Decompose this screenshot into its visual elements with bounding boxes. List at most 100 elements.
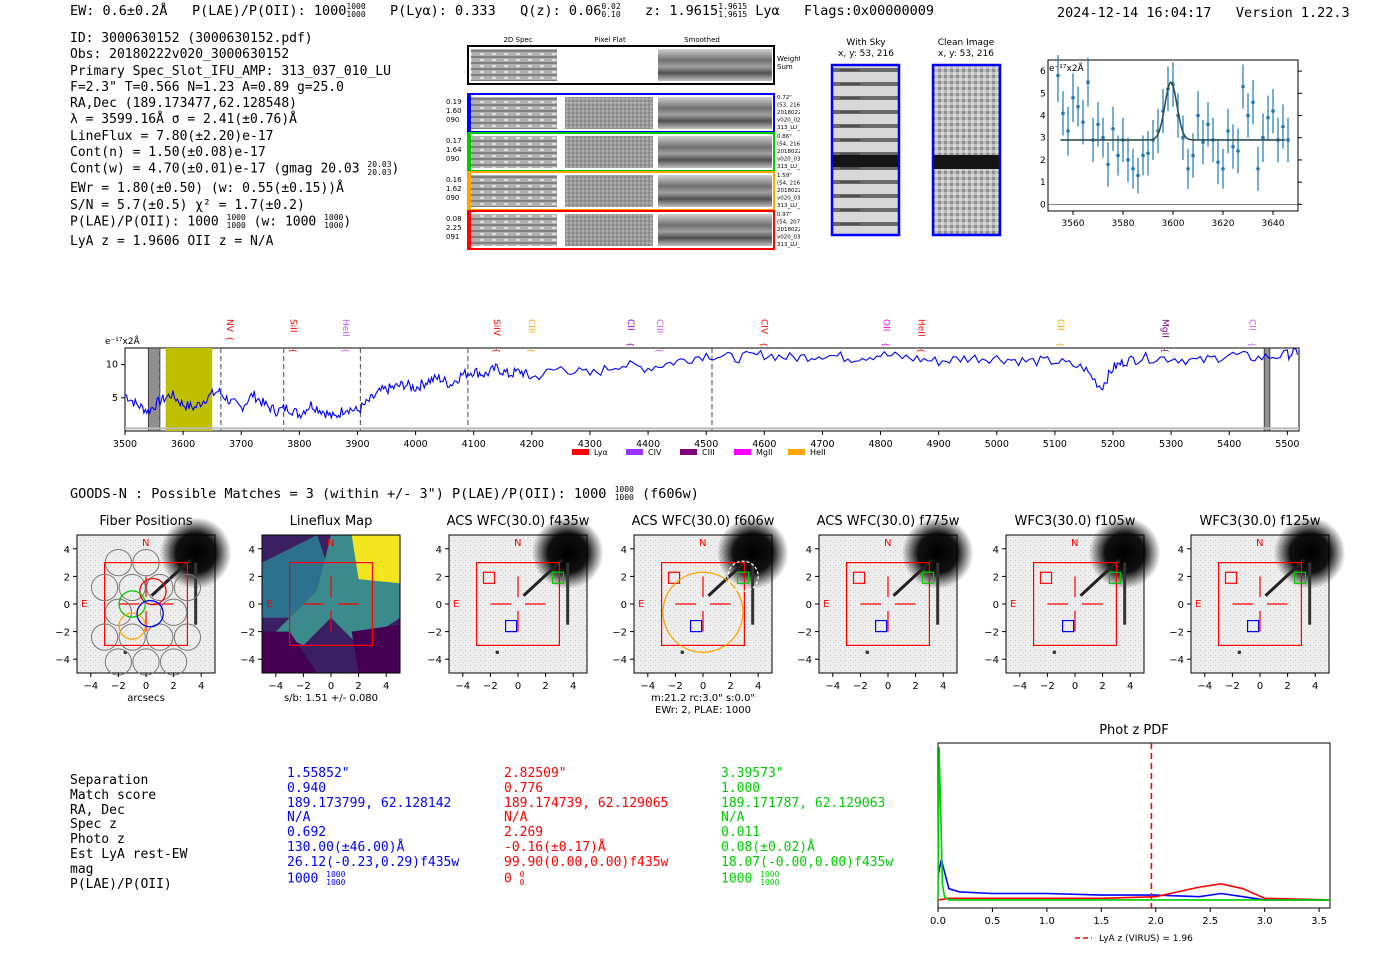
match-box-blue: [689, 619, 703, 633]
data-point: [1256, 167, 1260, 171]
x-tick-label: 3500: [113, 439, 137, 450]
search-box: [1032, 561, 1117, 647]
north-label: N: [327, 538, 334, 549]
cutout-row-meta: 313_LU_022: [777, 242, 800, 248]
y-tick-label: 4: [64, 545, 70, 556]
masked-region: [147, 347, 161, 432]
cutout-row-stat: 090: [446, 194, 459, 202]
x-tick-label: 4: [383, 681, 389, 692]
emission-line-label: NV: [224, 319, 234, 333]
gaussian-fit-curve: [1060, 81, 1286, 141]
catalog-title-text: GOODS-N : Possible Matches = 3 (within +…: [70, 486, 607, 502]
cutout-2d-spec: [471, 97, 557, 129]
with-sky-coords: x, y: 53, 216: [838, 49, 894, 59]
sb-label: s/b: 1.51 +/- 0.080: [284, 693, 378, 704]
clean-title: Clean Image: [937, 38, 995, 48]
x-tick-label: −2: [1040, 681, 1055, 692]
info-radec: RA,Dec (189.173477,62.128548): [70, 96, 297, 112]
lineflux-low: [262, 631, 318, 673]
cutout-row-meta: v020_03: [777, 235, 800, 241]
detection-info: ID: 3000630152 (3000630152.pdf) Obs: 201…: [70, 31, 399, 250]
north-label: N: [1256, 538, 1263, 549]
emission-line-label: HeII: [340, 319, 350, 337]
with-sky-title: With Sky: [846, 38, 886, 48]
y-tick-label: 2: [436, 572, 442, 583]
cutout-row-meta: 313_LU_023: [777, 203, 800, 209]
x-tick-label: 5200: [1101, 439, 1125, 450]
y-tick-label: −4: [240, 655, 255, 666]
match-value: 189.173799, 62.128142: [287, 795, 452, 811]
weighted-sum-label: WeightedSum: [777, 55, 800, 71]
cutout-row-stat: 0.08: [446, 215, 462, 223]
info-id: ID: 3000630152 (3000630152.pdf): [70, 31, 313, 46]
match-value: 0.940: [287, 780, 327, 796]
match-value: 18.07(-0.00,0.00)f435w: [721, 854, 894, 870]
x-tick-label: 2: [912, 681, 918, 692]
match-value: 1.000: [721, 780, 761, 796]
cutout-row-meta: (53, 216): [777, 103, 800, 109]
fiber-circle: [173, 623, 202, 651]
x-tick-label: 3700: [229, 439, 253, 450]
x-tick-label: 4300: [578, 439, 602, 450]
image-panel: Fiber Positions N E 4 2 0 −2 −4 −4 −2 0 2 4 arcsecs: [55, 514, 232, 704]
col-pixel-flat: Pixel Flat: [594, 36, 626, 44]
match-box-red: [852, 571, 866, 584]
x-tick-label: 3600: [1162, 219, 1185, 229]
cutout-row-meta: 20180222: [777, 227, 800, 233]
info-lyaz: LyA z = 1.9606 OII z = N/A: [70, 233, 274, 249]
data-point: [1136, 173, 1140, 178]
match-value: 0.776: [504, 780, 544, 796]
spectrum-legend: Lyα CIV CIII MgII HeII: [572, 448, 826, 457]
data-point: [1281, 124, 1285, 129]
clean-coords: x, y: 53, 216: [938, 49, 994, 59]
line-fit-unit: e⁻¹⁷x2Å: [1049, 62, 1085, 74]
data-point: [1191, 153, 1195, 158]
with-sky-trace: [833, 155, 898, 167]
cutout-color-bar: [468, 133, 471, 171]
match-value: 26.12(-0.23,0.29)f435w: [287, 854, 460, 870]
north-label: N: [699, 538, 706, 549]
x-tick-label: 5100: [1043, 439, 1067, 450]
lineflux-peak: [351, 535, 400, 584]
header-z-line: Lyα: [755, 3, 780, 19]
cutout-row-meta: 0.86": [777, 134, 792, 140]
header-plya: P(Lyα): 0.333: [390, 3, 496, 19]
emission-line-label: CII: [625, 319, 635, 331]
spectrum-unit: e⁻¹⁷x2Å: [105, 335, 141, 347]
y-tick-label: 4: [1178, 545, 1184, 556]
catalog-plae-ratio: 1000 1000: [614, 485, 634, 502]
info-plae-w-ratio: 1000 1000: [324, 212, 344, 230]
north-label: N: [142, 538, 149, 549]
emission-line-bracket: {: [289, 348, 298, 353]
spectrum-ticks: 3500 3600 3700 3800 3900 4000 4100 4200 4300 4400…: [106, 360, 1300, 450]
data-point: [1081, 120, 1085, 124]
emission-line-label: SiIV: [491, 319, 501, 337]
photz-axes: [937, 742, 1331, 909]
clean-image-header: Clean Image x, y: 53, 216: [931, 38, 1001, 60]
search-box: [1217, 561, 1302, 647]
y-tick-label: −4: [612, 655, 627, 666]
header-ew: EW: 0.6±0.2Å: [70, 3, 168, 19]
north-label: N: [514, 538, 521, 549]
cutout-row-meta: (54, 216): [777, 181, 800, 187]
match-value: 0.692: [287, 825, 327, 841]
match-column-red: 2.82509" 0.776 189.174739, 62.129065 N/A 2.2…: [504, 766, 668, 887]
match-value: 3.39573": [721, 766, 784, 781]
fiber-circle: [159, 598, 188, 626]
x-tick-label: −2: [111, 681, 126, 692]
match-value: 0.08(±0.02)Å: [721, 839, 815, 855]
emission-line-label: CIII: [654, 319, 664, 333]
y-tick-label: 5: [1040, 89, 1046, 99]
info-plae-ratio: 1000 1000: [226, 212, 246, 230]
info-primary: Primary Spec_Slot_IFU_AMP: 313_037_010_L…: [70, 63, 391, 79]
cutout-row-stat: 0.19: [446, 98, 462, 106]
x-tick-label: −4: [83, 681, 98, 692]
match-plae-ratio: 1000 1000: [326, 869, 346, 887]
x-tick-label: 3580: [1112, 219, 1135, 229]
weighted-2d-spec: [471, 49, 557, 81]
catalog-filter: (f606w): [641, 486, 699, 502]
